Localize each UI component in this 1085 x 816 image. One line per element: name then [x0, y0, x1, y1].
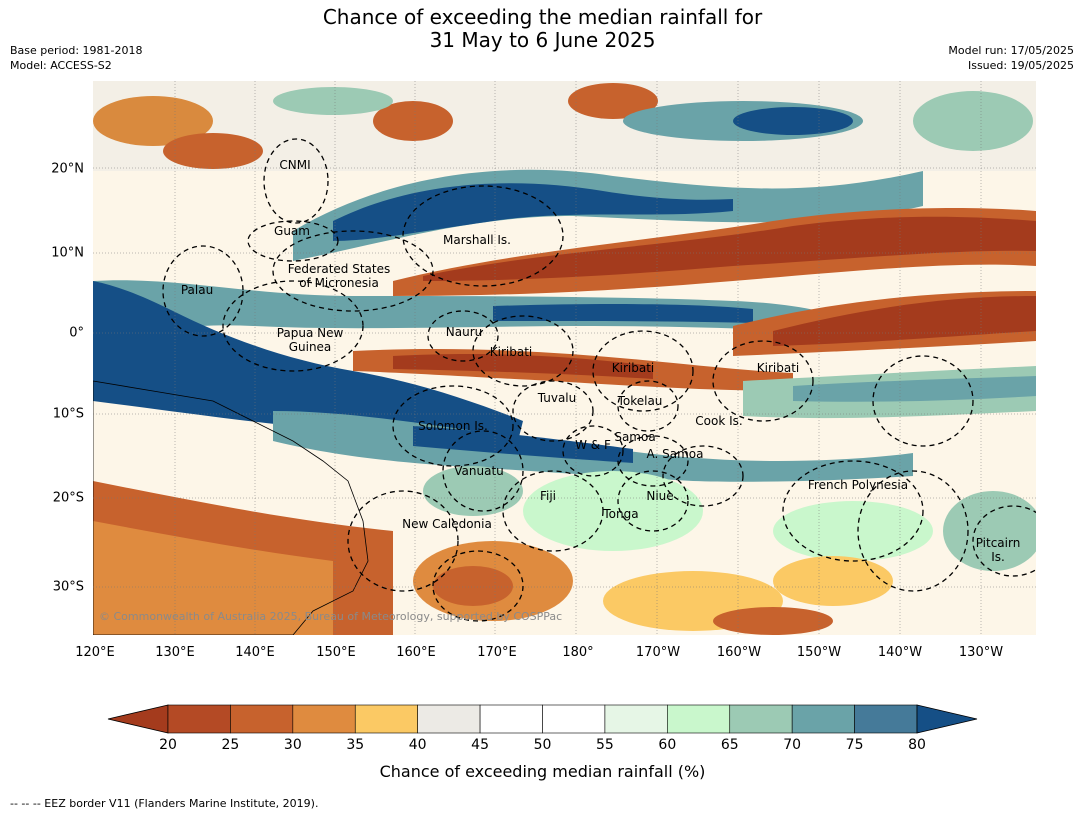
colorbar-bin — [791, 704, 855, 734]
label-french-polynesia: French Polynesia — [807, 478, 909, 492]
issued-date: Issued: 19/05/2025 — [967, 59, 1074, 72]
colorbar-extend-high — [916, 704, 978, 734]
model-name: Model: ACCESS-S2 — [10, 59, 112, 72]
label-cnmi: CNMI — [279, 158, 311, 172]
colorbar-bin — [230, 704, 294, 734]
label-new-caledonia: New Caledonia — [402, 517, 492, 531]
colorbar-tick-label: 40 — [408, 737, 427, 753]
colorbar-tick-label: 30 — [283, 737, 302, 753]
label-tonga: Tonga — [603, 507, 639, 521]
lon-label-170w: 170°W — [635, 645, 681, 660]
lon-label-140e: 140°E — [235, 645, 275, 660]
label-american-samoa: A. Samoa — [646, 447, 704, 461]
label-palau: Palau — [180, 283, 214, 297]
colorbar-tick-label: 25 — [221, 737, 240, 753]
label-fsm-line2: of Micronesia — [299, 276, 379, 290]
title-line-1: Chance of exceeding the median rainfall … — [322, 5, 763, 29]
label-png-line2: Guinea — [288, 340, 332, 354]
rainfall-map: CNMI Guam Marshall Is. Federated States … — [93, 81, 1036, 635]
lon-label-160e: 160°E — [396, 645, 436, 660]
label-pitcairn-line1: Pitcairn — [975, 536, 1021, 550]
lat-label-20s: 20°S — [52, 490, 84, 506]
lon-label-170e: 170°E — [477, 645, 517, 660]
colorbar-bin — [604, 704, 668, 734]
lat-label-eq: 0° — [69, 325, 84, 341]
colorbar-bin — [417, 704, 481, 734]
copyright-notice: © Commonwealth of Australia 2025, Bureau… — [99, 610, 563, 623]
lon-label-130e: 130°E — [155, 645, 195, 660]
label-kiribati-central: Kiribati — [611, 361, 655, 375]
colorbar — [107, 704, 978, 734]
lat-label-20n: 20°N — [51, 161, 84, 177]
label-cook-is: Cook Is. — [695, 414, 743, 428]
colorbar-bin — [167, 704, 231, 734]
label-samoa: Samoa — [614, 430, 656, 444]
lon-label-120e: 120°E — [75, 645, 115, 660]
label-kiribati-west: Kiribati — [489, 345, 533, 359]
colorbar-bin — [292, 704, 356, 734]
colorbar-bin — [667, 704, 731, 734]
colorbar-bin — [729, 704, 793, 734]
colorbar-tick-label: 45 — [471, 737, 489, 753]
lon-label-140w: 140°W — [877, 645, 923, 660]
colorbar-tick-label: 75 — [845, 737, 864, 753]
colorbar-bin — [542, 704, 606, 734]
eez-footnote: -- -- -- EEZ border V11 (Flanders Marine… — [10, 797, 319, 810]
label-guam: Guam — [274, 224, 310, 238]
label-nauru: Nauru — [445, 325, 483, 339]
graticule — [93, 81, 1036, 635]
colorbar-title: Chance of exceeding median rainfall (%) — [379, 762, 706, 781]
lon-label-180: 180° — [562, 645, 594, 660]
label-fiji: Fiji — [539, 489, 557, 503]
label-tuvalu: Tuvalu — [537, 391, 577, 405]
colorbar-tick-label: 70 — [783, 737, 802, 753]
label-pitcairn-line2: Is. — [991, 550, 1005, 564]
lon-label-130w: 130°W — [958, 645, 1004, 660]
lat-label-30s: 30°S — [52, 579, 84, 595]
label-niue: Niue — [646, 489, 674, 503]
lat-label-10s: 10°S — [52, 406, 84, 422]
model-run: Model run: 17/05/2025 — [948, 44, 1074, 57]
colorbar-extend-low — [107, 704, 169, 734]
lon-label-160w: 160°W — [716, 645, 762, 660]
label-wallis-futuna: W & F — [575, 438, 611, 452]
colorbar-tick-label: 80 — [908, 737, 926, 753]
colorbar-bin — [354, 704, 418, 734]
eez-borders — [162, 138, 1036, 622]
colorbar-bin — [479, 704, 543, 734]
label-tokelau: Tokelau — [617, 394, 663, 408]
label-solomon-is: Solomon Is. — [418, 419, 488, 433]
label-kiribati-east: Kiribati — [756, 361, 800, 375]
lat-label-10n: 10°N — [51, 245, 84, 261]
label-fsm-line1: Federated States — [287, 262, 391, 276]
meta-right: Model run: 17/05/2025 Issued: 19/05/2025 — [948, 43, 1074, 73]
colorbar-tick-label: 60 — [658, 737, 677, 753]
meta-left: Base period: 1981-2018 Model: ACCESS-S2 — [10, 43, 142, 73]
colorbar-tick-label: 35 — [346, 737, 365, 753]
colorbar-tick-label: 55 — [595, 737, 614, 753]
colorbar-tick-label: 50 — [533, 737, 552, 753]
label-vanuatu: Vanuatu — [454, 464, 504, 478]
colorbar-tick-label: 65 — [720, 737, 739, 753]
colorbar-bin — [854, 704, 918, 734]
colorbar-tick-label: 20 — [159, 737, 177, 753]
lon-label-150w: 150°W — [796, 645, 842, 660]
map-title: Chance of exceeding the median rainfall … — [0, 6, 1085, 52]
lon-label-150e: 150°E — [316, 645, 356, 660]
base-period: Base period: 1981-2018 — [10, 44, 143, 57]
label-marshall-is: Marshall Is. — [443, 233, 511, 247]
title-line-2: 31 May to 6 June 2025 — [429, 28, 656, 52]
label-png-line1: Papua New — [276, 326, 344, 340]
rainfall-field — [93, 81, 1036, 635]
